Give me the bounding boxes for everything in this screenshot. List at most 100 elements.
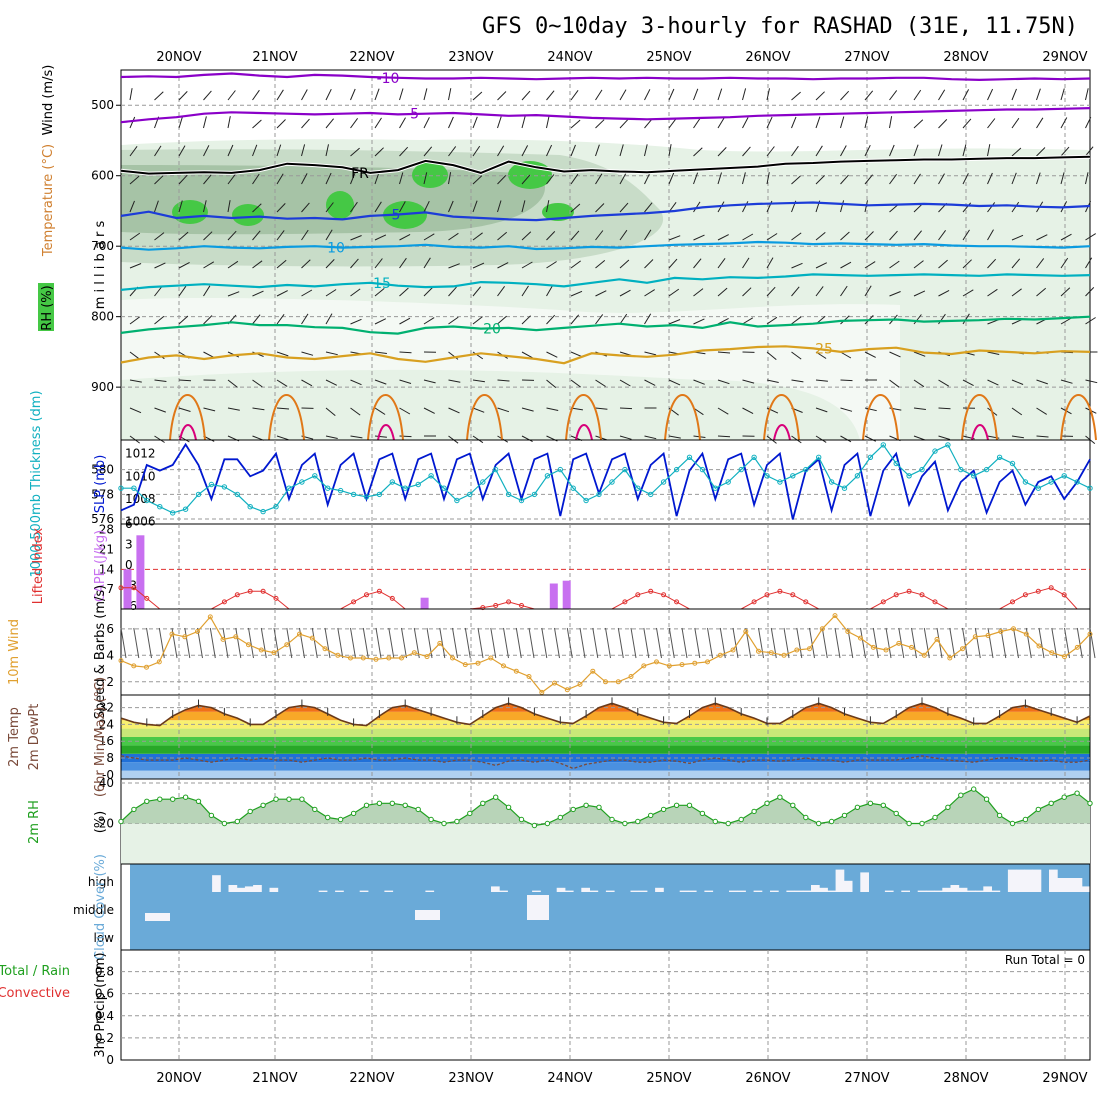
wind10-barb-76: [1089, 627, 1096, 659]
thickness-point-50: [764, 473, 770, 479]
li-point-53: [803, 599, 809, 605]
wind-barb-0-4: [227, 90, 236, 101]
wind10-point-11: [258, 647, 264, 653]
cloud-high-bar-25: [335, 890, 344, 892]
rh2m-point-1: [131, 806, 137, 813]
series-line-1: [121, 443, 1091, 514]
wind10-point-57: [845, 629, 851, 634]
thickness-point-12: [273, 504, 279, 510]
wind-barb-12-20: [619, 435, 632, 440]
wind-barb-10-17: [546, 379, 557, 388]
wind-barb-2-0: [129, 146, 138, 157]
wind-barb-0-23: [693, 88, 699, 101]
wind-barb-11-19: [595, 407, 608, 410]
wind-barb-10-23: [693, 379, 705, 385]
wind-barb-10-4: [227, 379, 238, 388]
cloud-high-bar-105: [991, 890, 1001, 892]
wind-barb-2-28: [815, 145, 823, 157]
cape-bar-1: [136, 535, 145, 609]
wind-barb-4-2: [178, 200, 183, 213]
wind10-barb-56: [834, 627, 841, 659]
wind10-barb-10: [248, 627, 254, 659]
wind-barb-0-8: [325, 88, 332, 101]
wind-barb-10-6: [276, 379, 288, 387]
rh2m-point-17: [337, 816, 344, 823]
wind-barb-7-8: [325, 289, 337, 297]
temperature-side-label: Temperature (°C): [41, 144, 56, 257]
wind-barb-5-6: [276, 230, 285, 241]
cloud-high-bar-23: [318, 890, 328, 892]
wind-barb-11-32: [913, 407, 926, 410]
wind10-barb-32: [528, 627, 535, 659]
wind-barb-9-31: [889, 351, 901, 358]
wind10-point-62: [909, 644, 914, 650]
wind-barb-10-18: [570, 379, 581, 388]
wind-barb-6-29: [840, 261, 852, 269]
wind-barb-6-22: [668, 258, 678, 269]
rh2m-point-65: [958, 792, 964, 798]
thickness-point-57: [854, 473, 861, 479]
rh2m-point-49: [751, 808, 757, 815]
thickness-point-14: [299, 479, 305, 485]
wind10-point-22: [399, 655, 404, 661]
thickness-point-34: [557, 466, 563, 473]
wind-barb-0-22: [668, 88, 675, 101]
wind-barb-9-26: [766, 351, 777, 360]
rh2m-point-11: [260, 802, 266, 808]
date-label-bottom-2: 22NOV: [349, 1071, 394, 1086]
wind-barb-5-19: [595, 230, 604, 241]
date-label-bottom-6: 26NOV: [745, 1071, 790, 1086]
wind-barb-4-17: [546, 200, 550, 213]
wind10-barb-9: [235, 627, 242, 659]
wind-barb-3-17: [546, 174, 555, 185]
upper-air-ytick-label-0: 500: [91, 98, 114, 112]
wind-barb-1-11: [399, 117, 406, 129]
wind-barb-8-9: [350, 318, 362, 325]
thickness-point-18: [350, 491, 357, 498]
wind-barb-5-14: [472, 232, 483, 241]
wind-barb-8-35: [987, 319, 999, 325]
wind-barb-7-37: [1036, 287, 1047, 297]
temp-tick-2: 16: [99, 734, 114, 748]
wind-barb-10-25: [742, 379, 755, 384]
cloud-high-bar-116: [1081, 886, 1091, 892]
wind10-point-12: [271, 650, 277, 656]
lifted-index-line: [121, 587, 1090, 610]
wind10-point-72: [1036, 643, 1042, 649]
wind10-point-45: [692, 660, 698, 666]
rh2m-point-4: [170, 796, 176, 802]
wind-barb-0-17: [546, 90, 555, 101]
wind10-point-14: [297, 631, 302, 637]
upper-air-ytick-label-1: 600: [91, 169, 114, 183]
wind-barb-8-8: [325, 313, 333, 325]
rh2m-point-28: [480, 800, 486, 806]
wind-barb-7-7: [301, 289, 313, 297]
thickness-point-0: [118, 485, 124, 491]
cloud-middle-bar-0: [145, 913, 170, 921]
wind-barb-0-5: [252, 89, 260, 101]
wind-barb-0-3: [203, 90, 212, 101]
wind-barb-5-8: [325, 229, 333, 241]
date-label-bottom-9: 29NOV: [1042, 1071, 1087, 1086]
cloud-high-bar-107: [1007, 869, 1017, 892]
thickness-point-72: [1048, 479, 1054, 485]
wind10-point-66: [960, 646, 965, 652]
li-point-9: [234, 592, 240, 598]
li-point-60: [893, 592, 899, 598]
wind-barb-5-22: [668, 235, 681, 241]
wind10-barb-26: [452, 627, 458, 659]
wind-barb-6-6: [276, 259, 287, 269]
wind-barb-6-28: [815, 262, 828, 269]
cloud-high-bar-36: [425, 890, 435, 892]
wind-barb-1-4: [227, 116, 231, 129]
wind-barb-6-16: [521, 261, 533, 269]
wind10-point-21: [386, 655, 392, 661]
wind10-barb-2: [146, 627, 152, 659]
thickness-point-2: [144, 497, 150, 504]
rh2m-point-42: [660, 806, 667, 813]
hot-layer-contour-0: [179, 424, 197, 441]
wind-barb-0-25: [742, 88, 747, 101]
wind-barb-1-38: [1060, 117, 1068, 129]
rh2m-point-64: [945, 804, 951, 810]
cloud-middle-bar-2: [527, 895, 549, 920]
